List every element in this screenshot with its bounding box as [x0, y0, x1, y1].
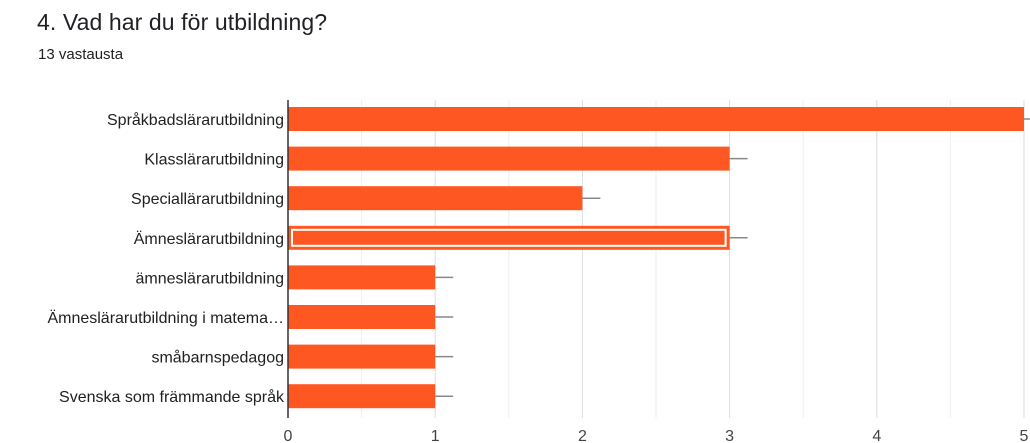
x-tick-label: 2 — [578, 428, 587, 443]
category-label: Klasslärarutbildning — [144, 152, 284, 169]
question-title: 4. Vad har du för utbildning? — [37, 9, 328, 35]
category-labels: Språkbadslärarutbildning Klasslärarutbild… — [47, 111, 285, 406]
category-label: Svenska som främmande språk — [59, 388, 285, 406]
bar — [288, 146, 730, 171]
bar — [288, 107, 1024, 131]
category-label: Ämneslärarutbildning — [134, 230, 284, 248]
bar — [288, 305, 436, 329]
bars — [288, 107, 1030, 409]
bar — [288, 344, 436, 369]
category-label: ämneslärarutbildning — [135, 270, 284, 287]
x-tick-label: 5 — [1020, 428, 1029, 443]
category-label: småbarnspedagog — [151, 349, 284, 367]
category-label: Speciallärarutbildning — [131, 191, 284, 208]
bar — [288, 265, 436, 290]
x-tick-label: 4 — [872, 428, 881, 443]
x-tick-label: 0 — [284, 428, 293, 443]
bar-highlight — [291, 228, 727, 247]
x-tick-label: 3 — [725, 428, 734, 443]
x-tick-labels: 0 1 2 3 4 5 — [284, 428, 1029, 443]
bar — [288, 384, 436, 409]
category-label: Ämneslärarutbildning i matema… — [47, 309, 284, 327]
response-count: 13 vastausta — [38, 46, 124, 63]
category-label: Språkbadslärarutbildning — [107, 111, 284, 129]
x-tick-label: 1 — [431, 428, 440, 443]
bar — [288, 186, 583, 211]
